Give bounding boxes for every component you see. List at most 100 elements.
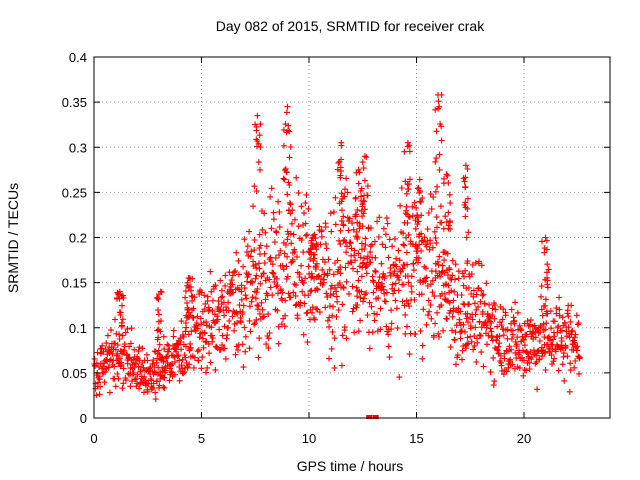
data-point <box>317 241 324 248</box>
data-point <box>187 344 194 351</box>
data-point <box>432 188 439 195</box>
data-point <box>185 275 192 282</box>
data-point <box>193 320 200 326</box>
data-point <box>135 363 142 370</box>
data-point <box>468 338 475 345</box>
data-point <box>575 320 582 327</box>
data-point <box>546 333 553 340</box>
data-point <box>265 311 272 318</box>
data-point <box>217 346 224 353</box>
data-point <box>403 297 410 304</box>
data-point <box>246 228 253 235</box>
data-point <box>535 348 541 355</box>
data-point <box>375 234 382 240</box>
data-point <box>194 348 201 355</box>
data-point <box>231 269 237 276</box>
data-point <box>348 245 355 252</box>
data-point <box>235 257 242 264</box>
data-point <box>313 260 320 267</box>
x-axis-label: GPS time / hours <box>297 458 404 474</box>
data-point <box>404 139 411 146</box>
data-point <box>416 176 423 183</box>
data-point <box>368 303 375 310</box>
data-point <box>379 241 386 248</box>
data-point <box>232 268 239 275</box>
data-point <box>543 320 550 327</box>
data-point <box>292 292 299 299</box>
data-point <box>378 260 385 267</box>
data-point <box>302 275 309 282</box>
data-point <box>455 275 462 282</box>
data-point <box>464 195 471 202</box>
data-point <box>462 183 469 190</box>
data-point <box>155 311 162 318</box>
data-point <box>337 227 344 234</box>
data-point <box>184 306 191 313</box>
data-point <box>97 383 104 390</box>
data-point <box>412 217 419 224</box>
data-point <box>199 335 206 342</box>
data-point <box>520 357 527 364</box>
data-point <box>564 353 571 360</box>
data-point <box>542 348 549 355</box>
data-point <box>401 148 408 155</box>
data-point <box>572 358 579 364</box>
data-point <box>359 159 366 166</box>
data-point <box>168 368 175 375</box>
data-point <box>352 211 359 218</box>
data-point <box>520 337 527 343</box>
data-point <box>286 154 293 161</box>
data-point <box>427 281 434 288</box>
data-point <box>413 204 420 211</box>
data-point <box>283 263 290 270</box>
data-point <box>568 328 575 335</box>
data-point <box>201 292 208 299</box>
data-point <box>343 278 350 285</box>
data-point <box>214 313 221 320</box>
data-point <box>205 304 212 311</box>
data-point <box>259 306 266 313</box>
data-point <box>426 246 433 253</box>
data-point <box>243 295 250 302</box>
data-point <box>392 297 399 304</box>
data-point <box>475 285 482 291</box>
data-point <box>119 322 125 329</box>
data-point <box>109 350 116 357</box>
data-point <box>520 372 527 379</box>
data-point <box>556 294 563 301</box>
data-point <box>247 328 254 335</box>
data-point <box>91 355 98 362</box>
data-point <box>119 302 125 309</box>
data-point <box>416 231 423 238</box>
data-point <box>124 325 131 332</box>
data-point <box>385 343 392 350</box>
data-point <box>301 210 307 217</box>
data-point <box>422 265 429 272</box>
data-point <box>389 243 396 250</box>
data-point <box>358 288 365 295</box>
data-point <box>399 298 406 305</box>
data-point <box>440 327 447 334</box>
data-point <box>300 280 307 286</box>
data-point <box>104 332 111 339</box>
data-point <box>434 224 440 231</box>
data-point <box>406 181 412 187</box>
data-point <box>272 254 279 261</box>
data-point <box>218 287 225 294</box>
data-point <box>428 315 435 322</box>
data-point <box>316 272 322 279</box>
data-point <box>553 310 560 317</box>
data-point <box>449 313 456 320</box>
data-point <box>178 346 185 353</box>
data-point <box>287 144 294 150</box>
data-point <box>491 378 498 385</box>
data-point <box>141 389 147 396</box>
data-point <box>243 249 250 255</box>
data-point <box>154 378 160 385</box>
data-point <box>500 306 507 313</box>
data-point <box>209 338 216 345</box>
data-point <box>127 340 134 347</box>
data-point <box>338 217 345 224</box>
data-point <box>542 296 549 303</box>
data-point <box>114 295 121 302</box>
